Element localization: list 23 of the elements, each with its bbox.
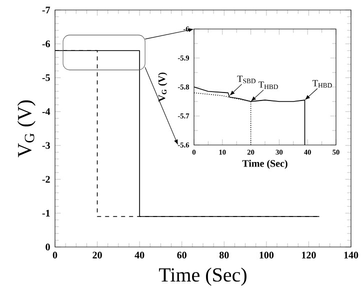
- x-tick-label: 20: [92, 252, 102, 258]
- x-tick-label: 40: [134, 252, 144, 258]
- x-tick-label: 60: [177, 252, 186, 258]
- x-axis-title: Time (Sec): [242, 160, 288, 169]
- y-tick-label: -7: [42, 6, 50, 14]
- x-tick-label: 120: [302, 252, 316, 258]
- x-tick-label: 140: [344, 252, 358, 258]
- annotation: T$_{HBD}$: [258, 82, 278, 90]
- y-tick-label: -3: [42, 142, 50, 149]
- y-tick-label: -6: [42, 40, 50, 48]
- y-axis-title: V$_{G}$ (V): [158, 72, 168, 102]
- y-tick-label: 0: [46, 244, 50, 250]
- x-tick-label: 100: [260, 252, 274, 258]
- annotation: T$_{HBD}$: [312, 80, 332, 88]
- x-tick-label: 0: [52, 252, 58, 258]
- x-axis-title: Time (Sec): [159, 268, 246, 286]
- annotation: T$_{SBD}$: [237, 76, 256, 84]
- y-tick-label: -2: [42, 176, 50, 183]
- x-tick-label: 80: [219, 252, 229, 258]
- y-tick-label: -4: [42, 108, 50, 115]
- y-tick-label: -1: [42, 210, 50, 216]
- y-axis-title: V$_{G}$ (V): [17, 100, 36, 158]
- y-tick-label: -5: [42, 74, 50, 82]
